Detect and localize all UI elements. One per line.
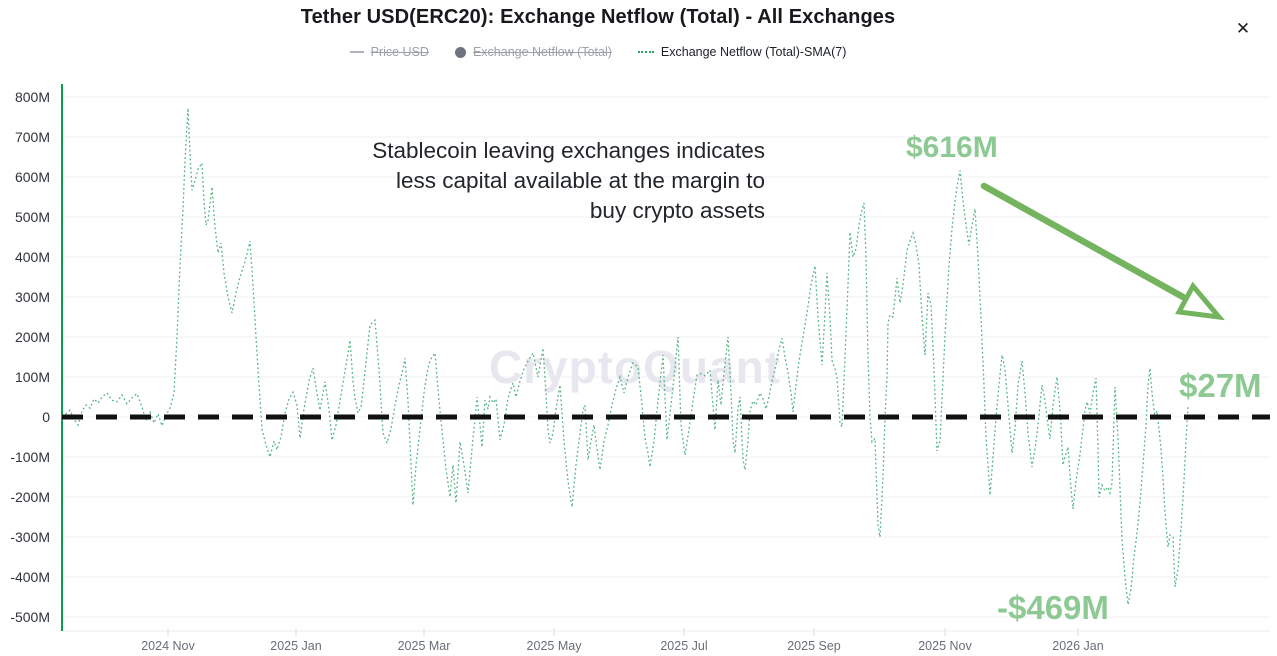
svg-text:-300M: -300M: [10, 529, 50, 545]
svg-text:700M: 700M: [15, 129, 50, 145]
svg-text:Stablecoin leaving exchanges i: Stablecoin leaving exchanges indicates: [372, 138, 765, 163]
chart-legend: Price USD Exchange Netflow (Total) Exchang…: [0, 45, 1196, 59]
annotation-note: Stablecoin leaving exchanges indicates le…: [372, 138, 765, 223]
legend-label: Exchange Netflow (Total)-SMA(7): [660, 45, 847, 59]
svg-text:2024 Nov: 2024 Nov: [141, 639, 195, 653]
cryptoquant-watermark: CryptoQuant: [489, 341, 781, 393]
svg-text:0: 0: [42, 409, 50, 425]
legend-item-2[interactable]: Exchange Netflow (Total)-SMA(7): [637, 45, 847, 59]
netflow-dot-icon: [454, 46, 466, 58]
svg-text:500M: 500M: [15, 209, 50, 225]
svg-text:2025 May: 2025 May: [527, 639, 583, 653]
svg-text:buy crypto assets: buy crypto assets: [590, 198, 765, 223]
gridlines: [62, 96, 1270, 632]
x-axis-labels: 2024 Nov 2025 Jan 2025 Mar 2025 May 2025 Jul…: [141, 628, 1104, 653]
svg-text:800M: 800M: [15, 89, 50, 105]
svg-text:less capital available at the: less capital available at the margin to: [396, 168, 765, 193]
downtrend-arrow: [980, 182, 1226, 321]
peak-value-label: $616M: [906, 131, 998, 164]
svg-text:2025 Sep: 2025 Sep: [787, 639, 841, 653]
trough-value-label: -$469M: [997, 589, 1109, 626]
svg-text:2026 Jan: 2026 Jan: [1052, 639, 1103, 653]
price-line-icon: [349, 51, 364, 53]
svg-text:100M: 100M: [15, 369, 50, 385]
chart-title: Tether USD(ERC20): Exchange Netflow (Tot…: [300, 6, 896, 28]
svg-text:300M: 300M: [15, 289, 50, 305]
svg-text:-500M: -500M: [10, 609, 50, 625]
close-icon[interactable]: ✕: [1229, 15, 1257, 43]
legend-item-1[interactable]: Exchange Netflow (Total): [454, 45, 612, 59]
svg-text:-100M: -100M: [10, 449, 50, 465]
svg-text:400M: 400M: [15, 249, 50, 265]
svg-text:2025 Mar: 2025 Mar: [398, 639, 451, 653]
svg-text:200M: 200M: [15, 329, 50, 345]
legend-label: Exchange Netflow (Total): [472, 45, 612, 59]
y-axis-labels: 800M 700M 600M 500M 400M 300M 200M 100M 0 -100M -2…: [10, 89, 50, 625]
svg-text:2025 Nov: 2025 Nov: [918, 639, 972, 653]
svg-text:2025 Jan: 2025 Jan: [270, 639, 321, 653]
svg-text:2025 Jul: 2025 Jul: [660, 639, 707, 653]
last-value-label: $27M: [1179, 367, 1262, 404]
legend-label: Price USD: [370, 45, 429, 59]
sma-dotted-line-icon: [637, 51, 654, 53]
legend-item-0[interactable]: Price USD: [349, 45, 429, 59]
svg-text:600M: 600M: [15, 169, 50, 185]
svg-text:-200M: -200M: [10, 489, 50, 505]
svg-text:-400M: -400M: [10, 569, 50, 585]
